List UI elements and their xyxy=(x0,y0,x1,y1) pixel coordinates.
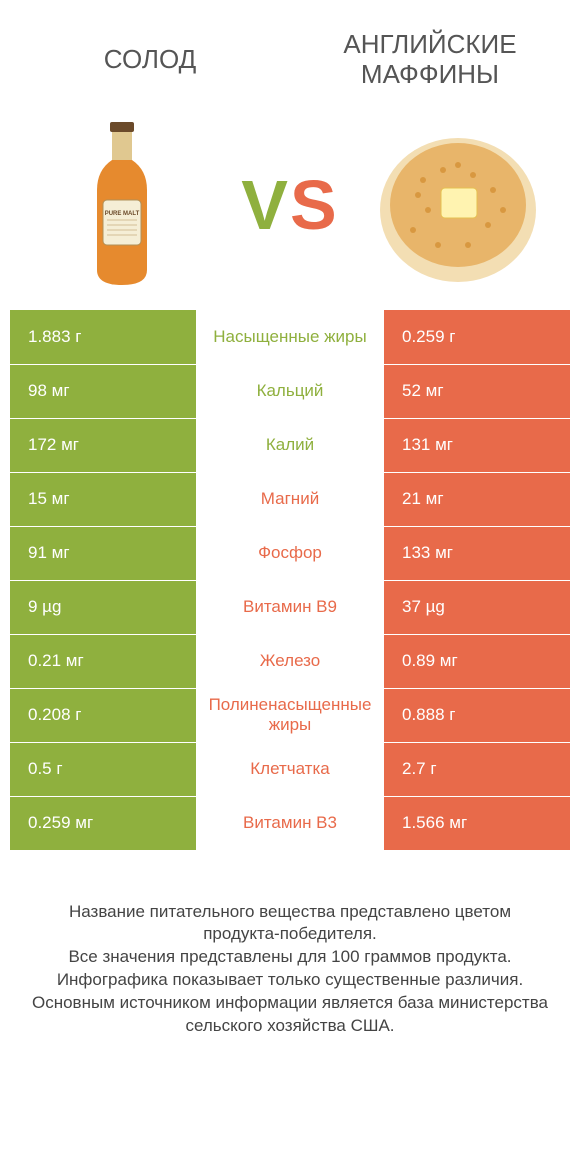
muffin-icon xyxy=(373,120,543,290)
table-row: 91 мгФосфор133 мг xyxy=(10,526,570,580)
svg-text:PURE MALT: PURE MALT xyxy=(105,211,140,217)
right-value-cell: 0.888 г xyxy=(384,688,570,742)
nutrient-label-cell: Железо xyxy=(196,634,384,688)
vs-label: VS xyxy=(241,165,338,245)
right-value-cell: 0.259 г xyxy=(384,310,570,364)
left-value-cell: 1.883 г xyxy=(10,310,196,364)
table-row: 172 мгКалий131 мг xyxy=(10,418,570,472)
nutrient-label-cell: Полиненасыщенные жиры xyxy=(196,688,384,742)
right-value-cell: 37 µg xyxy=(384,580,570,634)
footer-line-2: Все значения представлены для 100 граммо… xyxy=(30,946,550,969)
comparison-table: 1.883 гНасыщенные жиры0.259 г98 мгКальци… xyxy=(10,310,570,851)
footer-notes: Название питательного вещества представл… xyxy=(30,901,550,1039)
images-row: PURE MALT VS xyxy=(0,110,580,310)
nutrient-label-cell: Клетчатка xyxy=(196,742,384,796)
vs-v: V xyxy=(241,166,290,244)
right-value-cell: 2.7 г xyxy=(384,742,570,796)
footer-line-1: Название питательного вещества представл… xyxy=(30,901,550,947)
left-value-cell: 0.259 мг xyxy=(10,796,196,850)
footer-line-4: Основным источником информации является … xyxy=(30,992,550,1038)
right-product-title: АНГЛИЙСКИЕ МАФФИНЫ xyxy=(310,30,550,90)
footer-line-3: Инфографика показывает только существенн… xyxy=(30,969,550,992)
bottle-icon: PURE MALT xyxy=(77,120,167,290)
nutrient-label-cell: Фосфор xyxy=(196,526,384,580)
header: СОЛОД АНГЛИЙСКИЕ МАФФИНЫ xyxy=(0,0,580,110)
nutrient-label-cell: Калий xyxy=(196,418,384,472)
left-value-cell: 9 µg xyxy=(10,580,196,634)
nutrient-label-cell: Насыщенные жиры xyxy=(196,310,384,364)
left-value-cell: 0.21 мг xyxy=(10,634,196,688)
left-value-cell: 0.208 г xyxy=(10,688,196,742)
table-row: 0.21 мгЖелезо0.89 мг xyxy=(10,634,570,688)
nutrient-label-cell: Витамин B3 xyxy=(196,796,384,850)
nutrient-label-cell: Витамин B9 xyxy=(196,580,384,634)
table-row: 98 мгКальций52 мг xyxy=(10,364,570,418)
right-value-cell: 1.566 мг xyxy=(384,796,570,850)
nutrient-label-cell: Кальций xyxy=(196,364,384,418)
right-product-image xyxy=(373,120,543,290)
table-row: 0.5 гКлетчатка2.7 г xyxy=(10,742,570,796)
nutrient-label-cell: Магний xyxy=(196,472,384,526)
left-value-cell: 0.5 г xyxy=(10,742,196,796)
right-value-cell: 131 мг xyxy=(384,418,570,472)
vs-s: S xyxy=(290,166,339,244)
left-value-cell: 91 мг xyxy=(10,526,196,580)
left-value-cell: 98 мг xyxy=(10,364,196,418)
table-row: 0.259 мгВитамин B31.566 мг xyxy=(10,796,570,850)
left-product-image: PURE MALT xyxy=(37,120,207,290)
right-value-cell: 133 мг xyxy=(384,526,570,580)
table-row: 1.883 гНасыщенные жиры0.259 г xyxy=(10,310,570,364)
right-value-cell: 0.89 мг xyxy=(384,634,570,688)
left-value-cell: 172 мг xyxy=(10,418,196,472)
table-row: 15 мгМагний21 мг xyxy=(10,472,570,526)
right-value-cell: 52 мг xyxy=(384,364,570,418)
right-value-cell: 21 мг xyxy=(384,472,570,526)
left-product-title: СОЛОД xyxy=(30,45,270,75)
table-row: 9 µgВитамин B937 µg xyxy=(10,580,570,634)
table-row: 0.208 гПолиненасыщенные жиры0.888 г xyxy=(10,688,570,742)
left-value-cell: 15 мг xyxy=(10,472,196,526)
